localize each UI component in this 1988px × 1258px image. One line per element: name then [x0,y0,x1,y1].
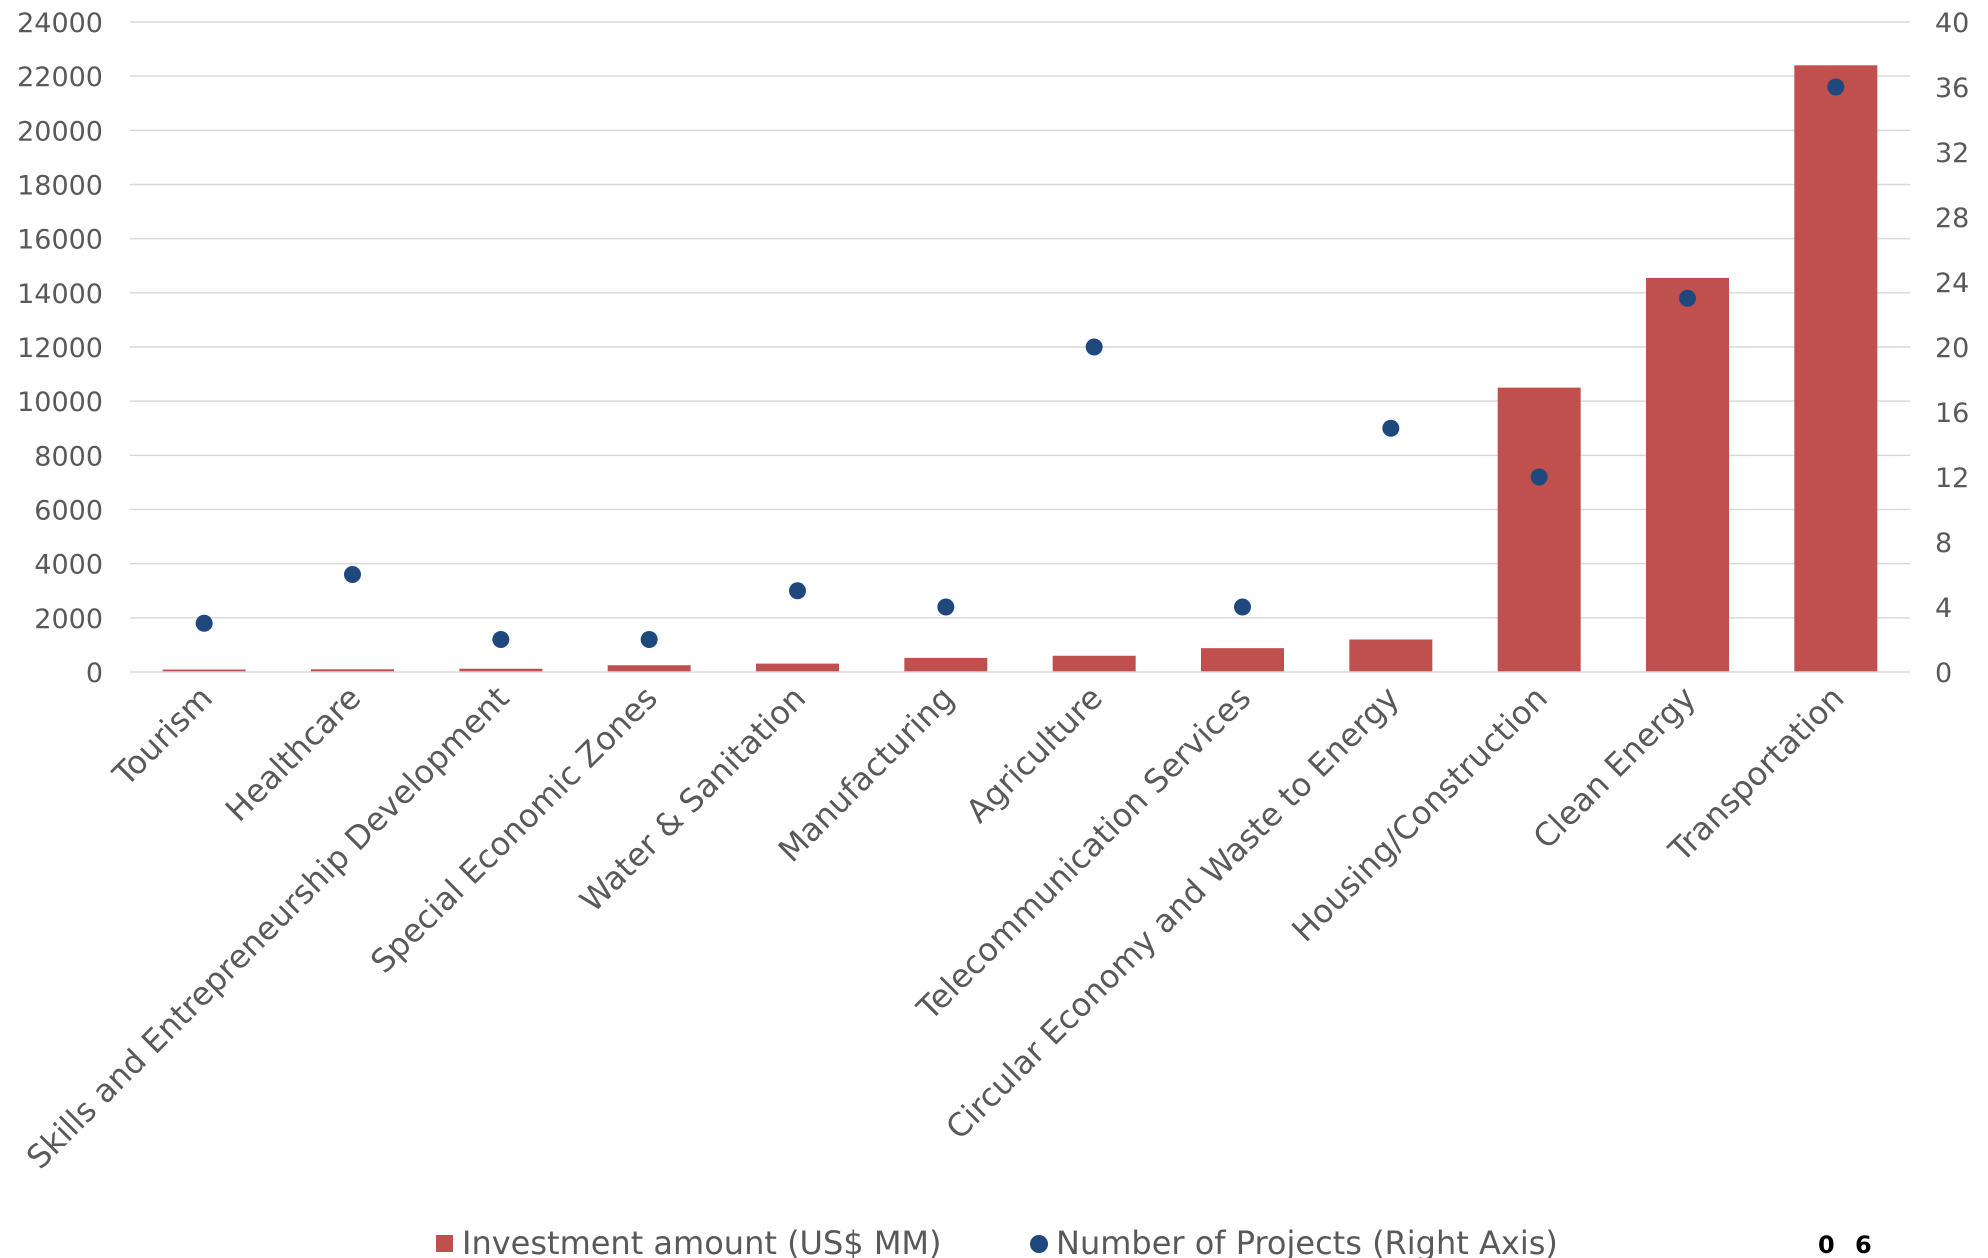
bar [1497,387,1581,672]
y-tick-label: 10000 [17,387,103,418]
y-tick-label: 22000 [17,62,103,93]
category-label: Tourism [105,679,220,794]
y2-tick-label: 16 [1935,398,1969,429]
category-label: Housing/Construction [1284,679,1555,950]
data-point [492,631,510,648]
y2-tick-label: 20 [1935,333,1969,364]
right-axis-tick-labels: 0 4 8 12 16 20 24 28 32 36 40 [1935,8,1969,689]
data-point [789,582,806,600]
data-point [195,614,213,632]
y-tick-label: 24000 [17,8,103,39]
bar [162,669,246,672]
data-point [1085,338,1103,356]
left-axis-tick-labels: 0 2000 4000 6000 8000 10000 12000 14000 16000 180… [17,8,103,689]
page-number: 0 6 [1818,1231,1878,1258]
legend: Investment amount (US$ MM) Number of Pro… [436,1224,1558,1258]
y-tick-label: 6000 [34,496,103,527]
bar [607,665,691,672]
legend-swatch-projects [1030,1235,1048,1253]
y-tick-label: 16000 [17,225,103,256]
data-point [937,598,955,616]
data-point [1234,598,1251,616]
y2-tick-label: 28 [1935,203,1969,234]
investment-bars [162,65,1878,673]
y2-tick-label: 0 [1935,658,1952,689]
bar [904,657,988,672]
bar [1794,65,1878,673]
legend-swatch-investment [436,1235,453,1252]
y-tick-label: 18000 [17,171,103,202]
category-label: Special Economic Zones [363,679,665,981]
y-tick-label: 8000 [34,441,103,472]
category-label: Agriculture [959,679,1110,830]
y2-tick-label: 4 [1935,593,1952,624]
bar [1201,648,1284,672]
data-point [1679,289,1696,307]
y2-tick-label: 24 [1935,268,1969,299]
bar [311,669,394,672]
bar [756,663,839,672]
bar [1349,639,1433,672]
category-label: Healthcare [218,679,368,829]
data-point [1382,419,1400,437]
y2-tick-label: 8 [1935,528,1952,559]
y2-tick-label: 12 [1935,463,1969,494]
y-tick-label: 20000 [17,116,103,147]
data-point [640,631,658,648]
project-count-points [195,78,1845,648]
y2-tick-label: 36 [1935,73,1969,104]
bar [1646,277,1729,672]
y2-tick-label: 32 [1935,138,1969,169]
bar [1052,655,1136,672]
y-tick-label: 0 [86,658,103,689]
gridlines [130,21,1910,619]
data-point [344,566,361,583]
legend-label-investment: Investment amount (US$ MM) [462,1224,942,1258]
y-tick-label: 12000 [17,333,103,364]
y-tick-label: 2000 [34,604,103,635]
y-tick-label: 14000 [17,279,103,310]
y2-tick-label: 40 [1935,8,1969,39]
y-tick-label: 4000 [34,550,103,581]
legend-label-projects: Number of Projects (Right Axis) [1056,1224,1558,1258]
data-point [1530,468,1548,486]
bar [459,668,543,672]
data-point [1827,78,1845,96]
